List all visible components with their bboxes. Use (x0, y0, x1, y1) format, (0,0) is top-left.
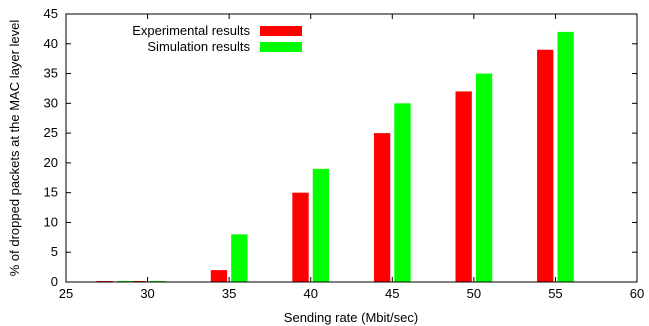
x-tick-label: 60 (630, 286, 644, 301)
y-tick-label: 30 (44, 95, 58, 110)
y-tick-label: 20 (44, 155, 58, 170)
x-tick-label: 25 (59, 286, 73, 301)
bars-layer (97, 32, 574, 282)
legend-label-experimental: Experimental results (132, 23, 250, 38)
bar-experimental (374, 133, 390, 282)
x-tick-label: 55 (548, 286, 562, 301)
legend-swatch-simulation (260, 42, 302, 52)
y-tick-label: 15 (44, 185, 58, 200)
y-tick-label: 5 (51, 244, 58, 259)
bar-simulation (557, 32, 573, 282)
x-axis-title: Sending rate (Mbit/sec) (284, 310, 418, 325)
y-tick-label: 25 (44, 125, 58, 140)
y-tick-label: 0 (51, 274, 58, 289)
bar-experimental (537, 50, 553, 282)
bar-experimental (292, 193, 308, 282)
bar-simulation (394, 103, 410, 282)
bar-simulation (313, 169, 329, 282)
y-axis-title: % of dropped packets at the MAC layer le… (7, 20, 22, 277)
x-tick-label: 35 (222, 286, 236, 301)
legend-label-simulation: Simulation results (147, 39, 250, 54)
y-tick-label: 45 (44, 6, 58, 21)
bar-experimental (211, 270, 227, 282)
x-tick-label: 40 (303, 286, 317, 301)
y-tick-label: 35 (44, 66, 58, 81)
x-tick-label: 30 (140, 286, 154, 301)
y-tick-label: 40 (44, 36, 58, 51)
bar-simulation (476, 74, 492, 282)
x-tick-label: 45 (385, 286, 399, 301)
ticks-layer: 25 30 35 40 45 50 55 60 0 5 10 15 20 25 30 35 40 45 (44, 6, 645, 301)
bar-simulation (231, 234, 247, 282)
y-tick-label: 10 (44, 214, 58, 229)
bar-experimental (456, 91, 472, 282)
x-tick-label: 50 (467, 286, 481, 301)
legend-swatch-experimental (260, 26, 302, 36)
legend: Experimental results Simulation results (132, 23, 302, 54)
